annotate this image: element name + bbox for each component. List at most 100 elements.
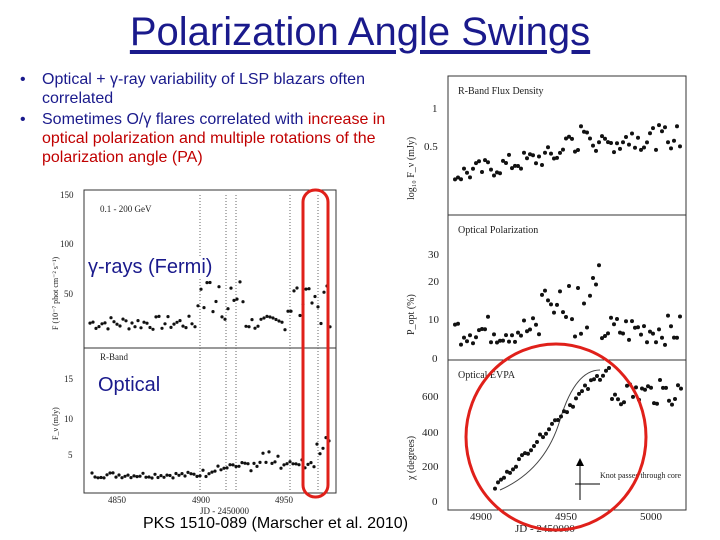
evpa-point	[538, 432, 542, 437]
optical-point	[261, 451, 265, 455]
gamma-point	[187, 314, 191, 318]
optical-point	[252, 461, 256, 465]
polarization-point	[597, 263, 601, 268]
polarization-point	[645, 340, 649, 345]
optical-point	[183, 474, 187, 478]
flux-point	[546, 145, 550, 150]
flux-point	[645, 140, 649, 145]
gamma-point	[94, 326, 98, 330]
polarization-point	[567, 284, 571, 288]
optical-point	[102, 476, 106, 480]
evpa-point	[532, 444, 536, 448]
polarization-point	[540, 292, 544, 297]
optical-point	[189, 472, 193, 476]
polarization-point	[528, 327, 532, 332]
polarization-point	[663, 342, 667, 347]
bullet-2-text: Sometimes O/γ flares correlated with	[42, 111, 308, 128]
optical-point	[216, 464, 220, 468]
evpa-point	[583, 383, 587, 388]
flux-point	[648, 131, 652, 136]
gamma-point	[298, 313, 302, 318]
optical-point	[144, 475, 148, 479]
right-annotation: Knot passes through core	[600, 471, 682, 480]
gamma-point	[130, 321, 134, 325]
optical-point	[282, 463, 286, 467]
polarization-point	[525, 329, 529, 334]
flux-point	[615, 141, 619, 146]
flux-point	[525, 156, 529, 161]
evpa-point	[640, 386, 644, 391]
optical-point	[132, 474, 136, 478]
flux-point	[612, 150, 616, 155]
evpa-point	[643, 387, 647, 392]
flux-point	[564, 136, 568, 141]
optical-point	[228, 463, 232, 467]
flux-point	[522, 150, 526, 155]
evpa-point	[664, 385, 668, 390]
polarization-point	[513, 339, 517, 344]
optical-point	[270, 461, 274, 465]
polarization-point	[519, 333, 523, 338]
bullet-list: Optical + γ-ray variability of LSP blaza…	[20, 70, 400, 169]
polarization-point	[507, 339, 511, 344]
polarization-point	[627, 337, 631, 342]
flux-point	[531, 153, 535, 158]
optical-point	[96, 476, 100, 480]
polarization-point	[642, 324, 646, 329]
flux-point	[675, 124, 679, 129]
evpa-point	[604, 368, 608, 373]
gamma-point	[178, 319, 182, 323]
polarization-point	[606, 331, 610, 336]
gamma-point	[295, 286, 299, 290]
optical-point	[90, 471, 94, 475]
optical-point	[156, 475, 160, 480]
right-x-tick-3: 5000	[640, 511, 663, 523]
gamma-label: γ-rays (Fermi)	[86, 256, 215, 279]
optical-label: Optical	[96, 374, 163, 397]
flux-point	[537, 154, 541, 159]
flux-point	[486, 160, 490, 165]
gamma-point	[307, 287, 311, 291]
polarization-point	[609, 315, 613, 320]
flux-point	[468, 175, 472, 180]
flux-point	[504, 161, 508, 165]
polarization-point	[630, 319, 634, 324]
optical-point	[174, 471, 178, 476]
optical-point	[309, 461, 313, 465]
flux-point	[516, 164, 520, 168]
polarization-point	[516, 330, 520, 335]
optical-point	[210, 470, 214, 474]
gamma-point	[133, 325, 137, 329]
left-bottom-tick-3: 5	[68, 450, 73, 460]
optical-point	[141, 471, 145, 475]
gamma-point	[196, 304, 200, 308]
optical-point	[279, 466, 283, 470]
evpa-point	[547, 427, 551, 432]
optical-point	[147, 475, 151, 479]
gamma-point	[88, 321, 92, 325]
flux-point	[561, 147, 565, 152]
polarization-point	[615, 317, 619, 321]
flux-point	[540, 163, 544, 167]
evpa-point	[616, 397, 620, 402]
optical-point	[108, 471, 112, 475]
evpa-point	[598, 377, 602, 382]
polarization-point	[531, 316, 535, 321]
gamma-point	[166, 315, 170, 319]
polarization-point	[588, 293, 592, 298]
flux-point	[666, 140, 670, 145]
flux-point	[507, 152, 511, 157]
flux-point	[510, 166, 514, 171]
flux-point	[678, 144, 682, 149]
gamma-point	[322, 290, 326, 294]
gamma-point	[139, 326, 143, 330]
evpa-point	[493, 486, 497, 491]
optical-point	[177, 473, 181, 477]
right-p3-tick-1: 600	[422, 391, 439, 403]
polarization-point	[633, 325, 637, 330]
flux-point	[594, 148, 598, 153]
evpa-point	[661, 385, 665, 390]
gamma-point	[193, 325, 197, 329]
flux-point	[519, 166, 523, 171]
gamma-point	[163, 322, 167, 326]
